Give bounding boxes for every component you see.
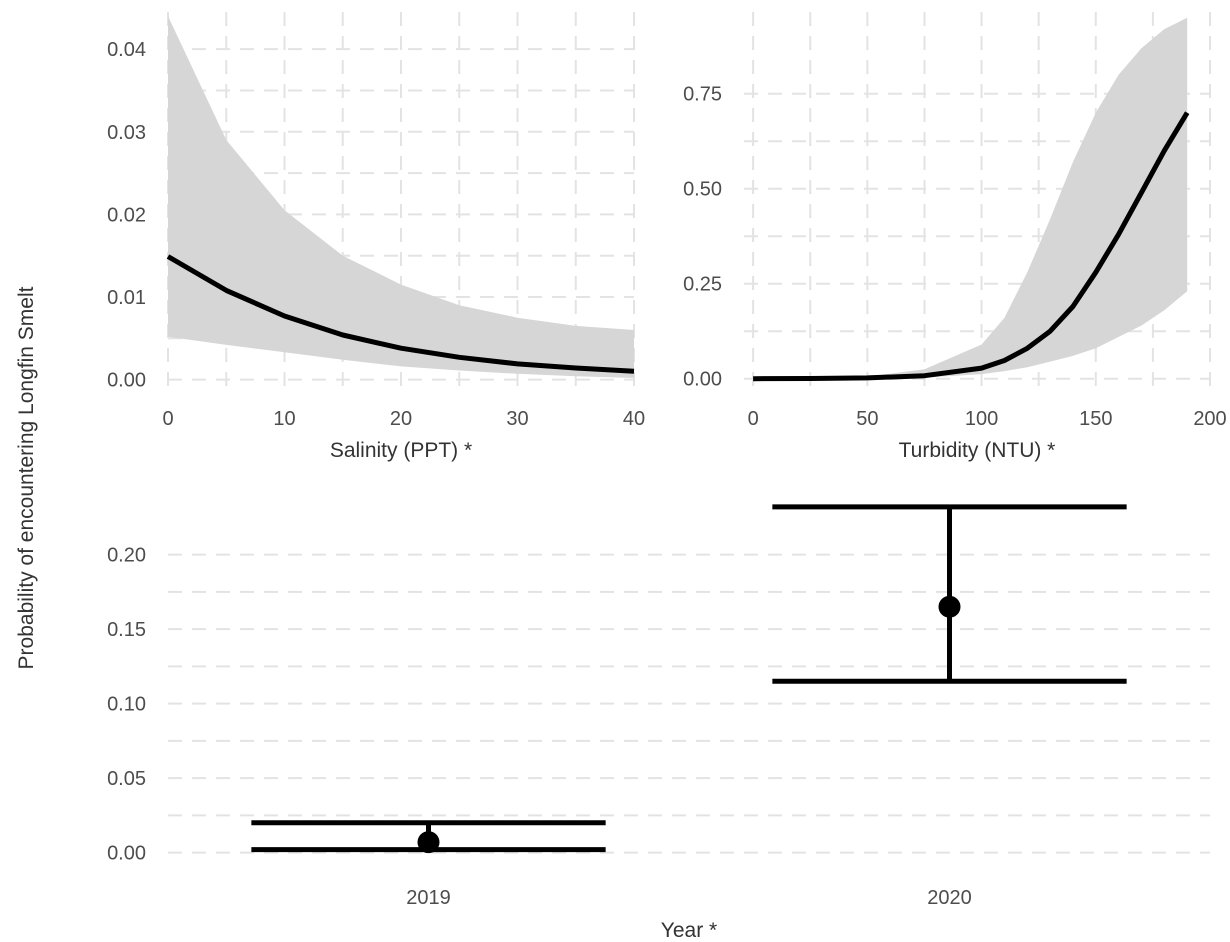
x-tick-label: 10 bbox=[273, 408, 295, 430]
x-tick-label: 40 bbox=[623, 408, 645, 430]
y-tick-label: 0.15 bbox=[107, 619, 146, 641]
x-tick-label: 0 bbox=[162, 408, 173, 430]
x-tick-label: 20 bbox=[390, 408, 412, 430]
y-tick-label: 0.10 bbox=[107, 694, 146, 716]
x-axis-label: Salinity (PPT) * bbox=[330, 439, 472, 462]
y-axis-label: Probability of encountering Longfin Smel… bbox=[15, 286, 38, 669]
y-tick-label: 0.25 bbox=[683, 274, 722, 296]
x-tick-label: 150 bbox=[1079, 408, 1112, 430]
salinity-panel: 0 10 20 30 40 0.00 0.01 0.02 0.03 0.04 Salinity (P… bbox=[107, 12, 645, 462]
y-tick-label: 0.00 bbox=[683, 369, 722, 391]
x-tick-label: 2020 bbox=[927, 887, 972, 909]
year-panel: 2019 2020 0.00 0.05 0.10 0.15 0.20 Year * bbox=[107, 504, 1210, 942]
estimate-point bbox=[417, 831, 440, 854]
y-tick-label: 0.50 bbox=[683, 179, 722, 201]
y-tick-label: 0.75 bbox=[683, 84, 722, 106]
x-tick-label: 100 bbox=[965, 408, 998, 430]
fitted-line bbox=[753, 111, 1190, 382]
x-axis-label: Turbidity (NTU) * bbox=[899, 439, 1056, 462]
x-tick-label: 50 bbox=[856, 408, 878, 430]
confidence-ribbon bbox=[753, 17, 1188, 379]
x-axis-label: Year * bbox=[661, 919, 717, 942]
estimate-point bbox=[938, 595, 961, 618]
y-tick-label: 0.01 bbox=[107, 287, 146, 309]
x-tick-label: 2019 bbox=[406, 887, 451, 909]
confidence-ribbon bbox=[168, 16, 634, 378]
x-tick-label: 200 bbox=[1193, 408, 1226, 430]
turbidity-panel: 0 50 100 150 200 0.00 0.25 0.50 0.75 Turbidity (N… bbox=[683, 12, 1227, 462]
fitted-line bbox=[166, 254, 635, 374]
y-tick-label: 0.02 bbox=[107, 204, 146, 226]
y-tick-label: 0.20 bbox=[107, 545, 146, 567]
y-tick-label: 0.03 bbox=[107, 122, 146, 144]
y-tick-label: 0.00 bbox=[107, 843, 146, 865]
x-tick-label: 0 bbox=[748, 408, 759, 430]
y-tick-label: 0.00 bbox=[107, 370, 146, 392]
y-tick-label: 0.05 bbox=[107, 768, 146, 790]
x-tick-label: 30 bbox=[506, 408, 528, 430]
y-tick-label: 0.04 bbox=[107, 39, 146, 61]
